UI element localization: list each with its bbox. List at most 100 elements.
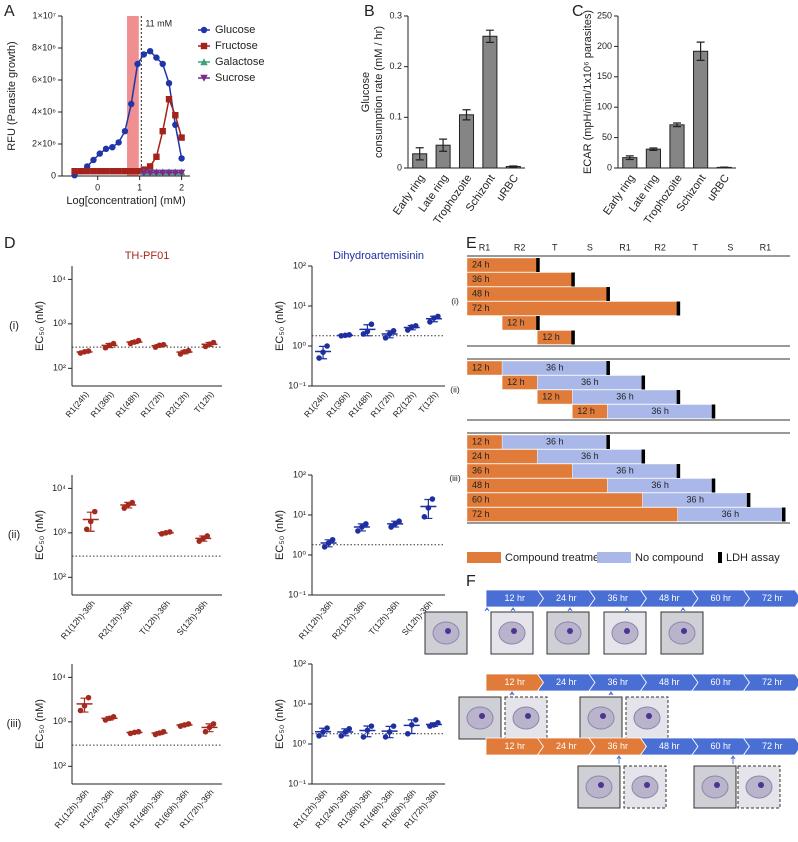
- segment-label: 60 hr: [710, 741, 731, 751]
- segment-label: 36 h: [581, 377, 599, 387]
- segment-label: 12 hr: [504, 593, 525, 603]
- error-bar: [80, 350, 89, 354]
- y-tick-label: 10¹: [293, 509, 306, 519]
- group-label: (ii): [450, 384, 460, 394]
- parasite: [511, 628, 517, 634]
- point: [171, 169, 180, 177]
- y-tick-label: 0.3: [389, 10, 402, 20]
- timeline-segment: [742, 673, 798, 692]
- point: [146, 169, 154, 177]
- point: [159, 60, 166, 68]
- parasite: [567, 628, 573, 634]
- legend-marker: [200, 58, 208, 66]
- point: [177, 169, 186, 177]
- x-tick-label: R1(48h): [113, 389, 141, 419]
- parasite: [525, 713, 531, 719]
- point: [90, 156, 97, 164]
- y-tick-label: 200: [597, 41, 612, 51]
- x-tick-label: R1(12h)-36h: [59, 598, 98, 641]
- group-label: (iii): [449, 473, 460, 483]
- segment-label: 72 h: [472, 509, 490, 519]
- chart-title: Dihydroartemisinin: [333, 250, 424, 262]
- error-bar: [86, 511, 95, 532]
- error-bar: [439, 138, 448, 152]
- point: [382, 734, 389, 740]
- segment-label: 36 hr: [607, 741, 628, 751]
- error-bar: [180, 349, 189, 355]
- legend-swatch: [718, 552, 722, 563]
- segment-label: 48 h: [472, 289, 490, 299]
- pointer: [608, 691, 614, 696]
- ldh-assay: [536, 258, 540, 272]
- y-tick-label: 0.1: [389, 112, 402, 122]
- timeline-segment: [742, 589, 798, 608]
- point: [96, 150, 103, 157]
- group-label: (i): [451, 296, 459, 306]
- point: [435, 313, 441, 320]
- ldh-assay: [571, 272, 575, 287]
- point: [134, 60, 141, 68]
- ldh-assay: [641, 449, 646, 464]
- point: [102, 145, 110, 152]
- point: [159, 128, 166, 135]
- pointer: [509, 691, 515, 696]
- error-bar: [105, 342, 114, 349]
- stage-label: S: [587, 242, 593, 252]
- x-tick-label: R2(12h): [391, 389, 419, 419]
- parasite: [600, 713, 606, 719]
- ldh-assay: [606, 287, 610, 301]
- ldh-assay: [641, 375, 646, 390]
- segment-label: 60 hr: [710, 677, 731, 687]
- panel-letter: F: [466, 573, 476, 590]
- y-tick-label: 10⁰: [292, 549, 306, 559]
- error-bar: [130, 731, 139, 734]
- pointer: [484, 607, 490, 612]
- y-axis-label: EC₅₀ (nM): [34, 301, 46, 351]
- error-bar: [155, 343, 164, 348]
- stage-label: T: [552, 242, 558, 252]
- x-tick-label: T(12h)-36h: [137, 598, 172, 637]
- segment-label: 36 h: [546, 363, 564, 373]
- legend-label: Galactose: [215, 56, 265, 68]
- pointer: [616, 755, 622, 764]
- error-bar: [385, 330, 394, 339]
- ldh-assay: [711, 404, 716, 419]
- segment-label: 60 h: [472, 495, 490, 505]
- x-tick-label: 0: [95, 182, 100, 192]
- legend-label: LDH assay: [726, 552, 780, 564]
- error-bar: [319, 727, 328, 737]
- y-tick-label: 0: [607, 162, 612, 172]
- error-bar: [385, 725, 394, 739]
- error-bar: [429, 722, 438, 727]
- error-bar: [205, 341, 214, 347]
- row-label: (ii): [8, 529, 20, 541]
- y-axis-label: consumption rate (mM / hr): [373, 26, 385, 158]
- y-tick-label: 10¹: [293, 300, 306, 310]
- y-tick-label: 10⁴: [52, 483, 66, 493]
- y-tick-label: 10³: [53, 716, 66, 726]
- parasite: [646, 713, 652, 719]
- y-tick-label: 150: [597, 71, 612, 81]
- point: [172, 112, 179, 119]
- ldh-assay: [782, 507, 786, 522]
- panel-letter: C: [572, 3, 584, 20]
- x-tick-label: T(12h)-36h: [367, 598, 402, 637]
- y-tick-label: 10²: [53, 761, 66, 771]
- error-bar: [357, 523, 366, 532]
- segment-label: 60 hr: [710, 593, 731, 603]
- bar: [482, 35, 498, 169]
- error-bar: [625, 155, 634, 161]
- point: [390, 723, 397, 729]
- micrograph: [458, 696, 502, 740]
- point: [77, 168, 85, 175]
- y-axis-label: EC₅₀ (nM): [34, 699, 46, 749]
- y-tick-label: 4×10⁶: [32, 106, 56, 116]
- point: [178, 134, 185, 141]
- legend-marker: [200, 74, 208, 82]
- segment-label: 12 h: [472, 363, 490, 373]
- y-axis-label: Glucose: [360, 72, 372, 112]
- error-bar: [124, 501, 133, 509]
- legend-swatch: [467, 552, 501, 563]
- point: [159, 169, 167, 177]
